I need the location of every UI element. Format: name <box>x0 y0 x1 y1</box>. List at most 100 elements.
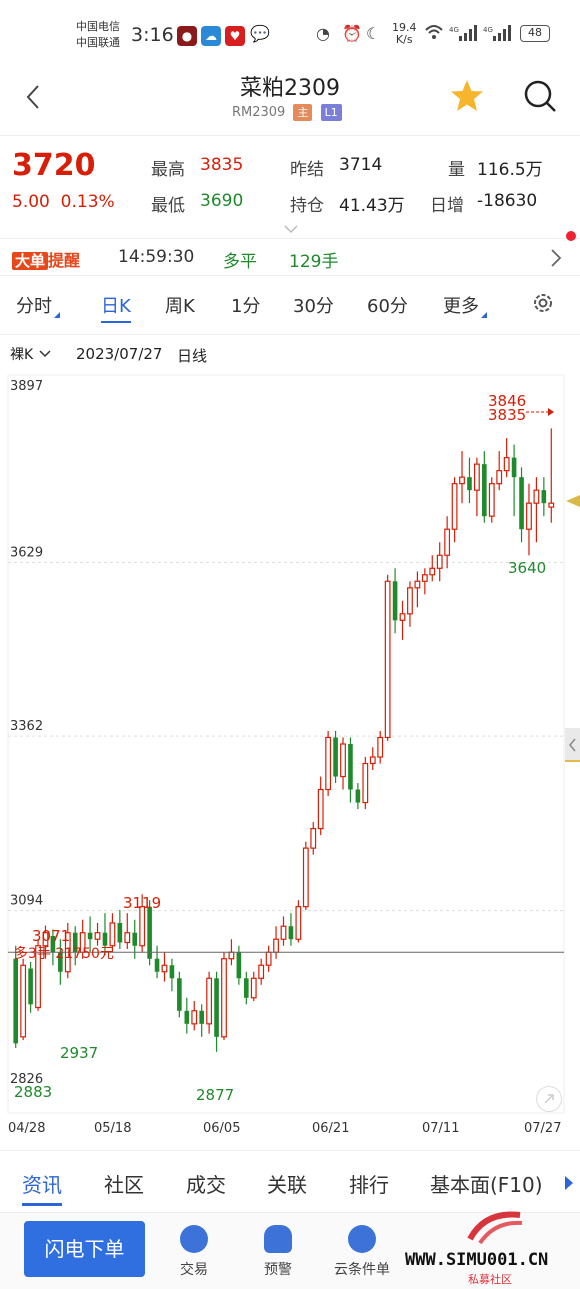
battery-icon: 48 <box>520 25 550 42</box>
y-tick-label: 2826 <box>10 1072 43 1087</box>
tab-timeshare[interactable]: 分时 <box>16 292 60 318</box>
daily-add-value: -18630 <box>477 191 538 211</box>
info-tabs: 资讯 社区 成交 关联 排行 基本面(F10) <box>0 1150 580 1212</box>
candle-body-up <box>488 483 495 517</box>
candle-body-down <box>467 477 472 491</box>
y-axis-labels: 3897 3629 3362 3094 2826 <box>10 379 43 1087</box>
search-icon <box>524 80 556 112</box>
candle-body-up <box>206 977 213 1025</box>
chart-settings-button[interactable] <box>530 290 556 320</box>
chart-date: 2023/07/27 <box>76 345 163 363</box>
low-label-1: 2883 <box>14 1083 52 1101</box>
tab-30min[interactable]: 30分 <box>293 296 334 317</box>
current-price-marker-icon <box>566 492 580 511</box>
daily-add-label: 日增 <box>430 196 464 216</box>
candle-body-up <box>533 489 540 504</box>
kline-mode-select[interactable]: 裸K <box>10 344 52 364</box>
expand-quote-button[interactable] <box>283 220 299 239</box>
candle-body-up <box>42 932 49 947</box>
candle-body-down <box>184 1010 190 1024</box>
tab-fundamentals[interactable]: 基本面(F10) <box>430 1173 543 1197</box>
candle-body-up <box>526 502 532 530</box>
candle-body-up <box>265 951 272 966</box>
alert-qty: 129手 <box>289 252 339 272</box>
svg-text:4G: 4G <box>449 26 459 34</box>
x-tick-label: 07/27 <box>524 1121 561 1136</box>
chevron-down-icon <box>39 350 51 358</box>
candle-body-up <box>436 554 443 569</box>
candle-body-up <box>94 932 101 940</box>
header: 菜粕2309 RM2309 主 L1 <box>0 62 580 136</box>
candle-body-up <box>399 613 406 621</box>
badge-big-order: 大单 <box>12 252 49 270</box>
candle-body-down <box>13 958 19 1044</box>
tab-related[interactable]: 关联 <box>267 1173 307 1197</box>
tab-community[interactable]: 社区 <box>104 1173 144 1197</box>
tab-60min[interactable]: 60分 <box>367 296 408 317</box>
y-tick-label: 3629 <box>10 545 43 560</box>
flash-order-button[interactable]: 闪电下单 <box>24 1221 145 1277</box>
candle-body-up <box>362 762 369 804</box>
candle-body-down <box>117 922 123 943</box>
fullscreen-button[interactable] <box>536 1086 562 1112</box>
candle-body-up <box>407 587 413 615</box>
tab-more[interactable]: 更多 <box>443 292 487 318</box>
tab-daily-k[interactable]: 日K <box>101 292 131 323</box>
tabs-scroll-right-icon[interactable] <box>563 1173 575 1197</box>
candle-body-down <box>288 926 294 940</box>
nav-cloud-conditional[interactable]: 云条件单 <box>330 1225 394 1279</box>
favorite-button[interactable] <box>449 78 485 118</box>
tab-ranking[interactable]: 排行 <box>349 1173 389 1197</box>
candle-body-down <box>72 932 78 953</box>
candle-body-down <box>154 958 160 972</box>
nav-trade[interactable]: 交易 <box>162 1225 226 1279</box>
candle-body-up <box>228 951 235 960</box>
position-line: 多3手 21750元 <box>8 945 564 962</box>
high-marker-arrow <box>548 408 554 416</box>
x-tick-label: 04/28 <box>8 1121 45 1136</box>
battery-level: 48 <box>528 26 542 39</box>
volume-label: 量 <box>448 160 465 180</box>
candle-body-up <box>451 483 458 530</box>
candle-body-down <box>214 978 219 1037</box>
low-label-2: 2937 <box>60 1044 98 1062</box>
main-contract-tag: 主 <box>293 104 313 121</box>
net-speed: 19.4 K/s <box>392 21 417 46</box>
star-icon <box>451 80 483 111</box>
alert-type: 多平 <box>223 252 257 272</box>
watermark-logo <box>460 1209 530 1251</box>
nav-alert-label: 预警 <box>264 1262 292 1278</box>
candlestick-chart[interactable]: 3897 3629 3362 3094 2826 04/28 05/18 06/05 06/2… <box>0 370 580 1145</box>
candle-body-down <box>541 490 547 504</box>
candle-body-down <box>511 457 517 478</box>
x-axis-labels: 04/28 05/18 06/05 06/21 07/11 07/27 <box>8 1121 561 1136</box>
prev-settle-label: 昨结 <box>290 160 324 180</box>
alert-time: 14:59:30 <box>118 247 195 267</box>
x-tick-label: 06/21 <box>312 1121 349 1136</box>
chevron-left-icon <box>569 738 576 752</box>
candle-body-down <box>236 952 242 979</box>
big-order-alert-row[interactable]: 大单 提醒 14:59:30 多平 129手 <box>0 231 580 276</box>
nav-alert[interactable]: 预警 <box>246 1225 310 1279</box>
candle-body-up <box>414 580 421 589</box>
price-marker-line <box>565 760 580 762</box>
last-price: 3720 <box>12 148 96 183</box>
tab-1min[interactable]: 1分 <box>231 296 261 317</box>
tab-news[interactable]: 资讯 <box>22 1169 62 1206</box>
candle-body-down <box>348 743 353 790</box>
candle-body-up <box>310 827 317 849</box>
search-button[interactable] <box>522 78 558 118</box>
prev-settle-value: 3714 <box>339 155 383 175</box>
x-tick-label: 06/05 <box>203 1121 240 1136</box>
candle-body-up <box>496 470 503 485</box>
candle-body-up <box>325 736 332 791</box>
candle-body-up <box>35 945 41 1009</box>
open-interest-value: 41.43万 <box>339 196 405 216</box>
tab-weekly-k[interactable]: 周K <box>165 296 195 317</box>
tab-trades[interactable]: 成交 <box>186 1173 226 1197</box>
candles <box>13 428 555 1052</box>
back-button[interactable] <box>22 82 46 112</box>
candle-body-down <box>28 968 33 1005</box>
side-drawer-handle[interactable] <box>565 728 580 762</box>
signal-4g-2-icon: 4G <box>483 24 513 45</box>
